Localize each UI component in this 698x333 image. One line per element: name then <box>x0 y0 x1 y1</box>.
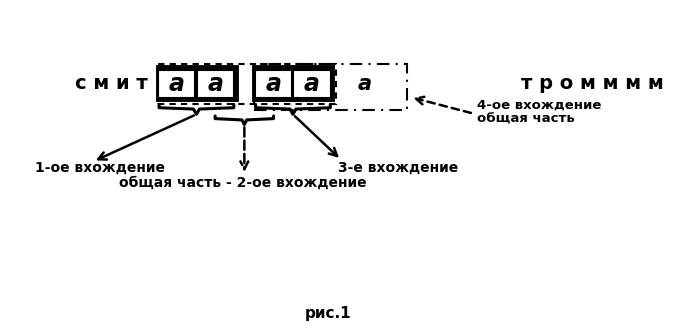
Bar <box>254 64 407 110</box>
Text: a: a <box>169 72 185 96</box>
Bar <box>197 70 234 98</box>
Text: a: a <box>358 74 372 94</box>
Bar <box>255 70 292 98</box>
Bar <box>254 68 332 99</box>
Bar <box>158 68 236 99</box>
Text: 1-ое вхождение: 1-ое вхождение <box>36 161 165 175</box>
Text: с м и т: с м и т <box>75 75 147 94</box>
Text: общая часть: общая часть <box>477 112 575 125</box>
Text: рис.1: рис.1 <box>304 306 351 321</box>
Text: 4-ое вхождение: 4-ое вхождение <box>477 99 602 112</box>
Bar <box>158 70 195 98</box>
Text: a: a <box>265 72 281 96</box>
Text: a: a <box>207 72 223 96</box>
Bar <box>158 64 336 104</box>
Bar <box>293 70 331 98</box>
Text: a: a <box>304 72 320 96</box>
Text: т р о м м м м: т р о м м м м <box>521 75 664 94</box>
Text: 3-е вхождение: 3-е вхождение <box>338 161 458 175</box>
Text: общая часть - 2-ое вхождение: общая часть - 2-ое вхождение <box>119 176 366 190</box>
